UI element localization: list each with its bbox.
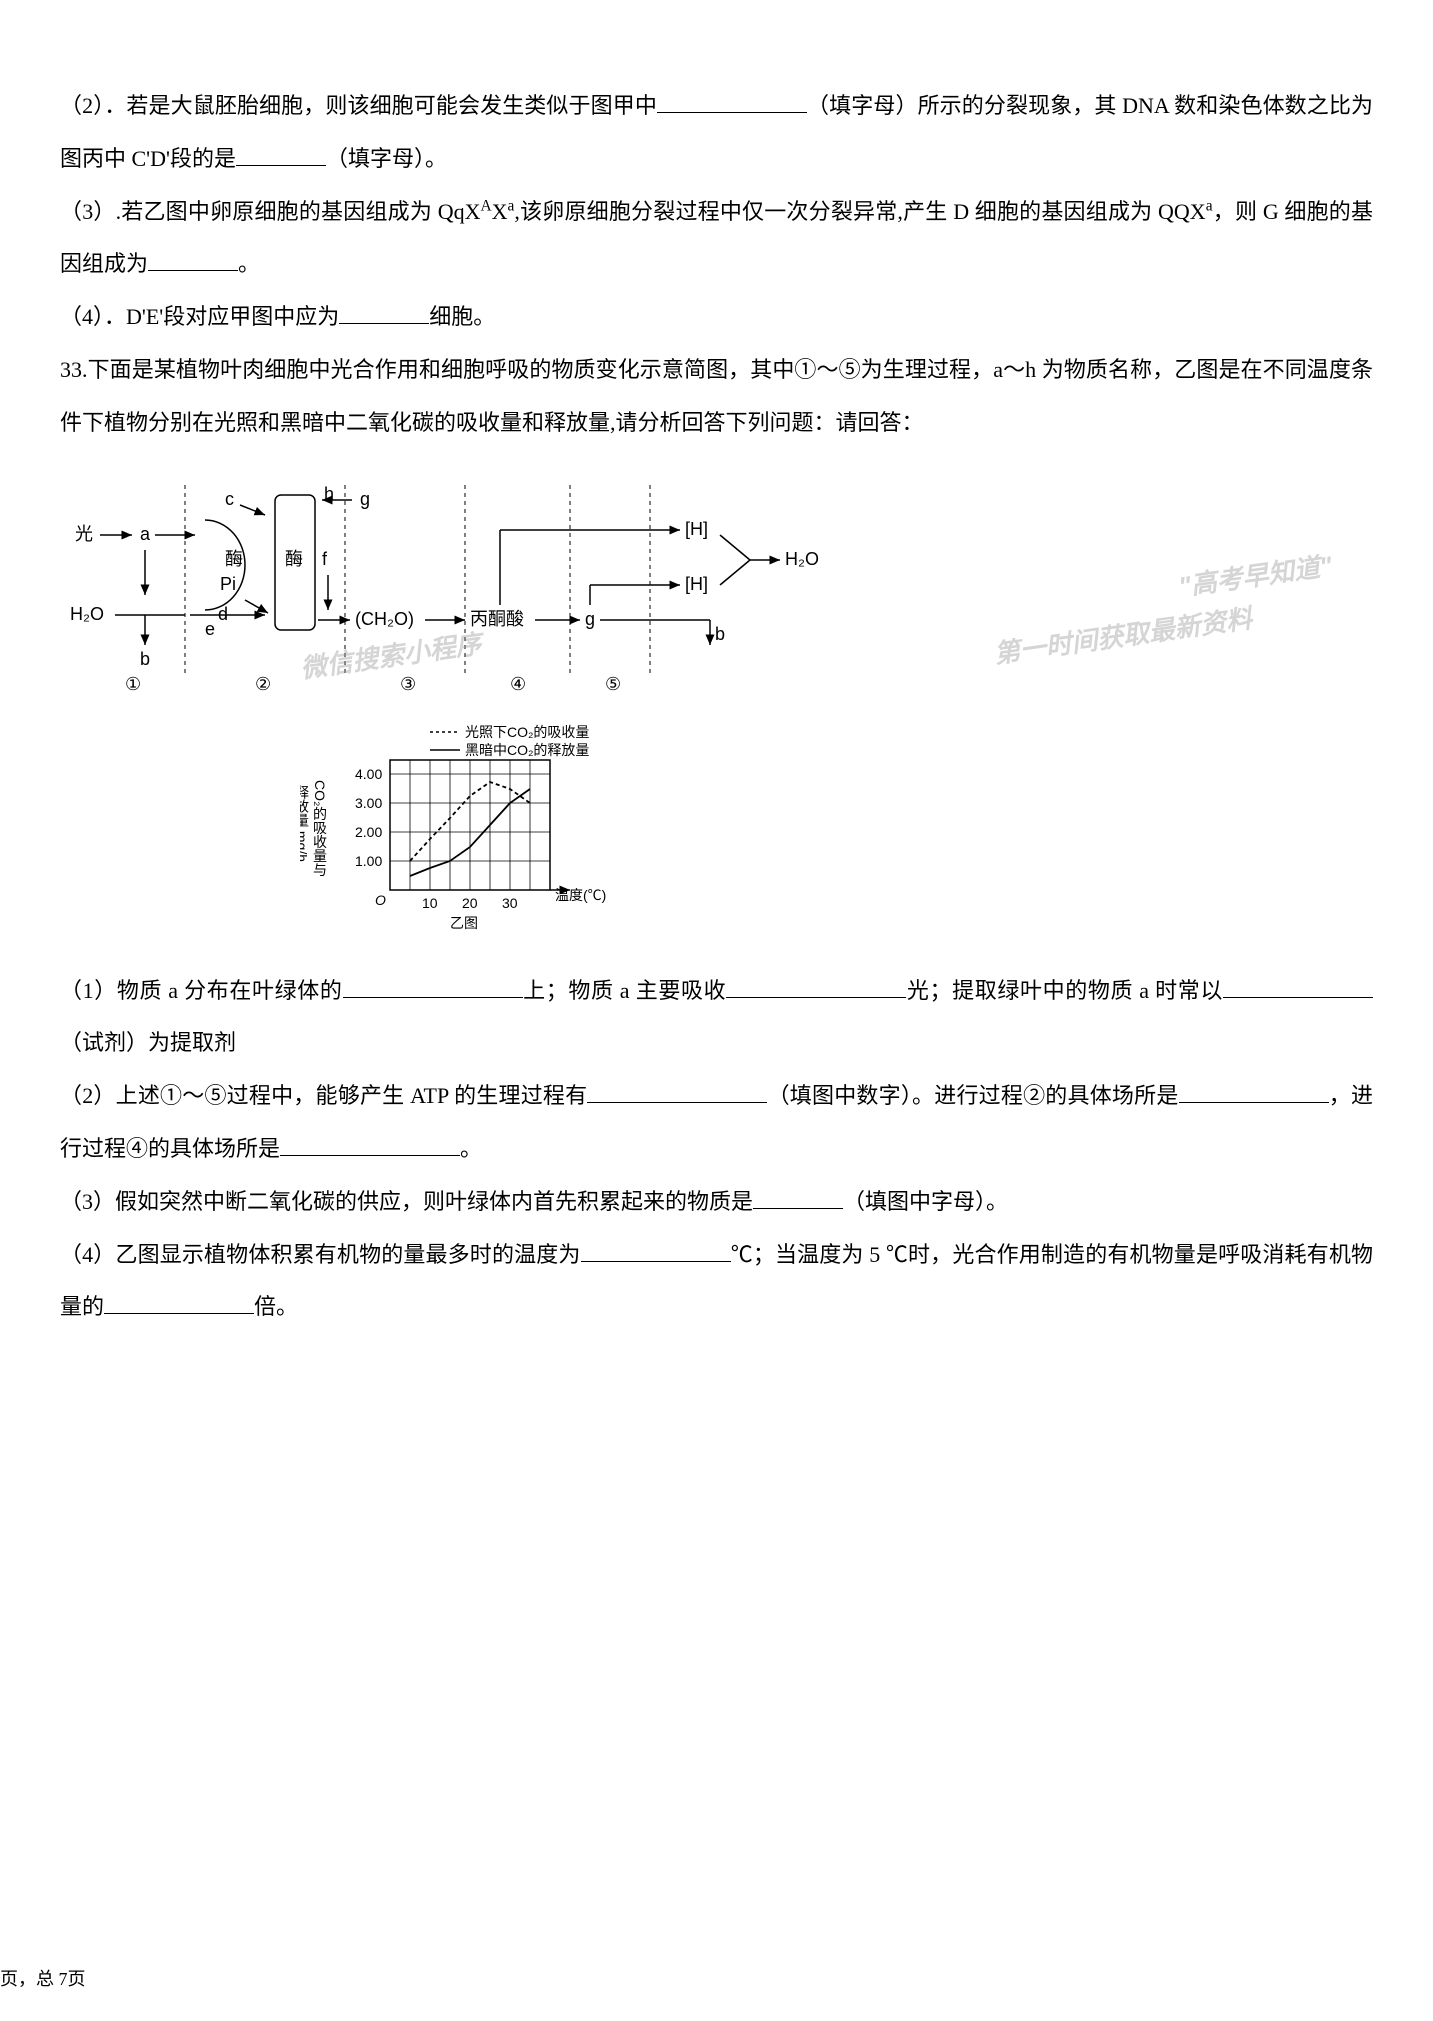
- q33-s1-t4: （试剂）为提取剂: [60, 1030, 236, 1055]
- co2-chart: 光照下CO₂的吸收量 黑暗中CO₂的释放量 CO₂的吸收量与 释放量 mg/h: [300, 720, 700, 950]
- svg-text:乙图: 乙图: [450, 915, 478, 931]
- q33-sub2: （2）上述①～⑤过程中，能够产生 ATP 的生理过程有 （填图中数字）。进行过程②…: [60, 1070, 1373, 1176]
- svg-text:2.00: 2.00: [355, 824, 382, 840]
- q2-text3: （填字母）。: [326, 146, 447, 171]
- label-n4: ④: [510, 674, 526, 694]
- label-h2: [H]: [685, 574, 708, 594]
- svg-text:1.00: 1.00: [355, 853, 382, 869]
- blank: [753, 1187, 843, 1209]
- watermark: "高考早知道": [1175, 534, 1337, 617]
- label-n5: ⑤: [605, 674, 621, 694]
- blank: [236, 144, 326, 166]
- question-4: （4）．D'E'段对应甲图中应为 细胞。: [60, 291, 1373, 344]
- q33-sub1: （1）物质 a 分布在叶绿体的 上；物质 a 主要吸收 光；提取绿叶中的物质 a 时…: [60, 965, 1373, 1071]
- q33-s1-t2: 上；物质 a 主要吸收: [523, 978, 727, 1003]
- blank: [587, 1081, 767, 1103]
- q33-s3-t1: （3）假如突然中断二氧化碳的供应，则叶绿体内首先积累起来的物质是: [60, 1189, 753, 1214]
- blank: [1179, 1081, 1329, 1103]
- blank: [343, 976, 523, 998]
- q3-text2: X: [492, 199, 508, 224]
- q33-s3-t2: （填图中字母）。: [843, 1189, 1008, 1214]
- q33-s4-t3: 倍。: [254, 1294, 298, 1319]
- q33-s1-t1: （1）物质 a 分布在叶绿体的: [60, 978, 343, 1003]
- q33-s2-t1: （2）上述①～⑤过程中，能够产生 ATP 的生理过程有: [60, 1083, 587, 1108]
- q33-sub3: （3）假如突然中断二氧化碳的供应，则叶绿体内首先积累起来的物质是 （填图中字母）。: [60, 1176, 1373, 1229]
- blank: [1223, 976, 1373, 998]
- diagram-2-container: 光照下CO₂的吸收量 黑暗中CO₂的释放量 CO₂的吸收量与 释放量 mg/h: [60, 720, 1373, 950]
- q33-sub4: （4）乙图显示植物体积累有机物的量最多时的温度为℃；当温度为 5 ℃时，光合作用…: [60, 1229, 1373, 1335]
- label-light: 光: [75, 524, 93, 544]
- svg-text:20: 20: [462, 895, 478, 911]
- blank: [726, 976, 906, 998]
- q33-s1-t3: 光；提取绿叶中的物质 a 时常以: [906, 978, 1223, 1003]
- label-pyruvate: 丙酮酸: [470, 609, 524, 629]
- page-footer: 页，总 7页: [0, 1958, 86, 2001]
- q33-s2-t4: 。: [460, 1136, 482, 1161]
- label-b: b: [140, 649, 150, 669]
- q2-text1: （2）．若是大鼠胚胎细胞，则该细胞可能会发生类似于图甲中: [60, 93, 657, 118]
- label-f: f: [322, 549, 328, 569]
- q33-s4-t1: （4）乙图显示植物体积累有机物的量最多时的温度为: [60, 1242, 581, 1267]
- label-b2: b: [715, 624, 725, 644]
- blank: [148, 249, 238, 271]
- question-33-intro: 33.下面是某植物叶肉细胞中光合作用和细胞呼吸的物质变化示意简图，其中①～⑤为生…: [60, 344, 1373, 450]
- label-n2: ②: [255, 674, 271, 694]
- label-n3: ③: [400, 674, 416, 694]
- q33-s2-t2: （填图中数字）。进行过程②的具体场所是: [767, 1083, 1178, 1108]
- svg-text:10: 10: [422, 895, 438, 911]
- watermark: 第一时间获取最新资料: [990, 587, 1256, 685]
- label-g2: g: [585, 609, 595, 629]
- label-enzyme1: 酶: [225, 549, 243, 569]
- label-enzyme2: 酶: [285, 549, 303, 569]
- question-3: （3）.若乙图中卵原细胞的基因组成为 QqXAXa,该卵原细胞分裂过程中仅一次分…: [60, 186, 1373, 292]
- label-d: d: [218, 604, 228, 624]
- blank: [280, 1134, 460, 1156]
- label-h1: [H]: [685, 519, 708, 539]
- q33-intro-text: 33.下面是某植物叶肉细胞中光合作用和细胞呼吸的物质变化示意简图，其中①～⑤为生…: [60, 357, 1373, 435]
- ylabel2: 释放量 mg/h: [300, 785, 310, 862]
- label-n1: ①: [125, 674, 141, 694]
- superscript: A: [481, 197, 492, 214]
- photosynthesis-diagram: 光 a H₂O b 酶 c Pi d e 酶: [70, 465, 830, 705]
- question-2: （2）．若是大鼠胚胎细胞，则该细胞可能会发生类似于图甲中（填字母）所示的分裂现象…: [60, 80, 1373, 186]
- blank: [104, 1292, 254, 1314]
- ylabel1: CO₂的吸收量与: [312, 780, 328, 877]
- label-h2o-out: H₂O: [785, 549, 819, 569]
- diagram-1-container: 光 a H₂O b 酶 c Pi d e 酶: [60, 465, 1373, 705]
- blank: [339, 302, 429, 324]
- label-ch2o: (CH₂O): [355, 609, 414, 629]
- label-e: e: [205, 619, 215, 639]
- svg-text:O: O: [375, 892, 386, 908]
- svg-text:30: 30: [502, 895, 518, 911]
- label-c: c: [225, 489, 234, 509]
- legend-dashed: 光照下CO₂的吸收量: [465, 724, 589, 740]
- q4-text2: 细胞。: [429, 304, 495, 329]
- svg-text:3.00: 3.00: [355, 795, 382, 811]
- label-h: h: [324, 484, 334, 504]
- q3-text5: 。: [238, 251, 260, 276]
- q3-text1: （3）.若乙图中卵原细胞的基因组成为 QqX: [60, 199, 481, 224]
- label-h2o: H₂O: [70, 604, 104, 624]
- label-g1: g: [360, 489, 370, 509]
- q4-text1: （4）．D'E'段对应甲图中应为: [60, 304, 339, 329]
- svg-text:4.00: 4.00: [355, 766, 382, 782]
- legend-solid: 黑暗中CO₂的释放量: [465, 742, 589, 758]
- q3-text3: ,该卵原细胞分裂过程中仅一次分裂异常,产生 D 细胞的基因组成为 QQX: [514, 199, 1205, 224]
- blank: [581, 1240, 731, 1262]
- superscript: a: [1206, 197, 1213, 214]
- blank: [657, 91, 807, 113]
- label-a: a: [140, 524, 151, 544]
- label-pi: Pi: [220, 574, 236, 594]
